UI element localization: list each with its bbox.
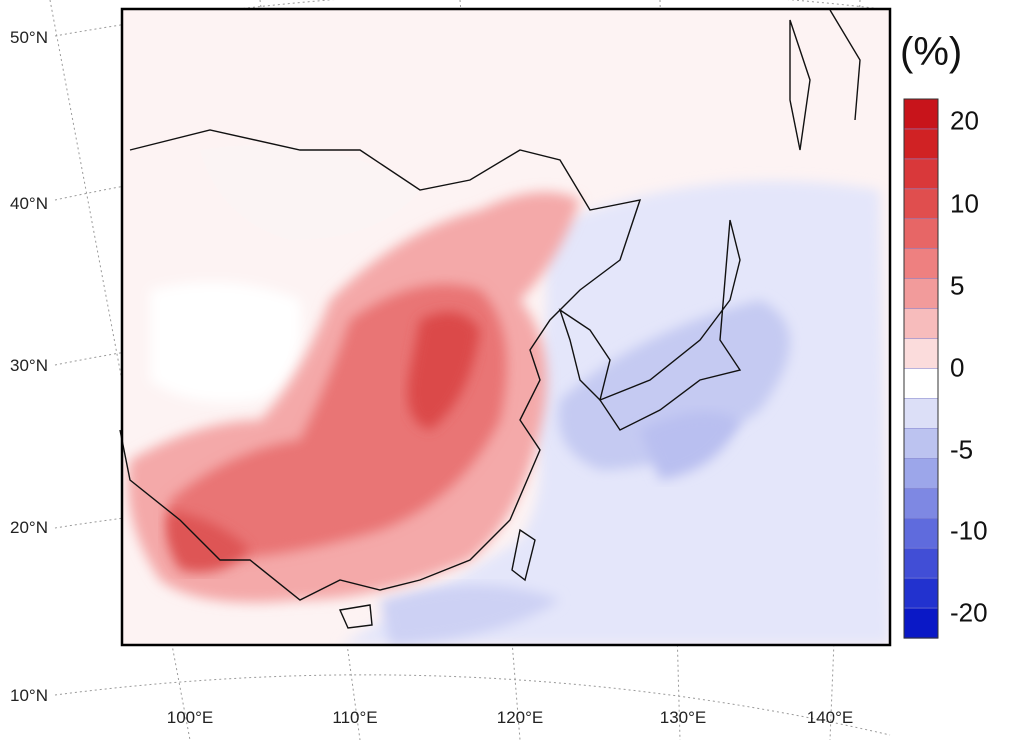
kamchatka-outline: [829, 9, 861, 121]
lon-label-120e: 120°E: [496, 708, 544, 727]
colorbar-tick-m5: -5: [950, 434, 974, 465]
colorbar-tick-0: 0: [950, 352, 965, 383]
colorbar-segment: [903, 607, 939, 639]
colorbar: [903, 98, 939, 639]
colorbar-segment: [903, 98, 939, 130]
japan-outline: [598, 219, 742, 431]
lat-label-30n: 30°N: [10, 356, 48, 375]
colorbar-tick-m20: -20: [950, 597, 988, 628]
lon-label-140e: 140°E: [806, 708, 854, 727]
taiwan-outline: [511, 528, 536, 582]
lat-label-20n: 20°N: [10, 518, 48, 537]
boundaries: [119, 9, 861, 629]
colorbar-tick-5: 5: [950, 270, 965, 301]
colorbar-segment: [903, 218, 939, 250]
colorbar-tick-m10: -10: [950, 515, 988, 546]
colorbar-segment: [903, 398, 939, 430]
lon-label-130e: 130°E: [659, 708, 707, 727]
colorbar-segment: [903, 278, 939, 310]
colorbar-segment: [903, 458, 939, 490]
sakhalin-outline: [789, 19, 811, 151]
field-shading: [122, 9, 890, 645]
colorbar-segment: [903, 128, 939, 160]
colorbar-tick-20: 20: [950, 105, 979, 136]
colorbar-segment: [903, 248, 939, 280]
colorbar-segment: [903, 308, 939, 340]
lat-label-40n: 40°N: [10, 194, 48, 213]
colorbar-title: (%): [900, 30, 963, 74]
colorbar-segment: [903, 547, 939, 579]
colorbar-segment: [903, 517, 939, 549]
meridian-100E: [49, 0, 191, 740]
lon-label-100e: 100°E: [166, 708, 214, 727]
colorbar-segment: [903, 428, 939, 460]
colorbar-tick-10: 10: [950, 188, 979, 219]
colorbar-segment: [903, 158, 939, 190]
colorbar-segment: [903, 487, 939, 520]
colorbar-segment: [903, 338, 939, 370]
lon-label-110e: 110°E: [332, 708, 378, 727]
lat-label-50n: 50°N: [10, 28, 48, 47]
colorbar-segment: [903, 368, 939, 400]
colorbar-frame: [903, 98, 939, 639]
lat-label-10n: 10°N: [10, 686, 48, 705]
hainan-outline: [338, 604, 373, 629]
colorbar-segment: [903, 188, 939, 220]
colorbar-segment: [903, 577, 939, 609]
china-outline: [119, 129, 642, 601]
map-frame: [120, 7, 892, 647]
